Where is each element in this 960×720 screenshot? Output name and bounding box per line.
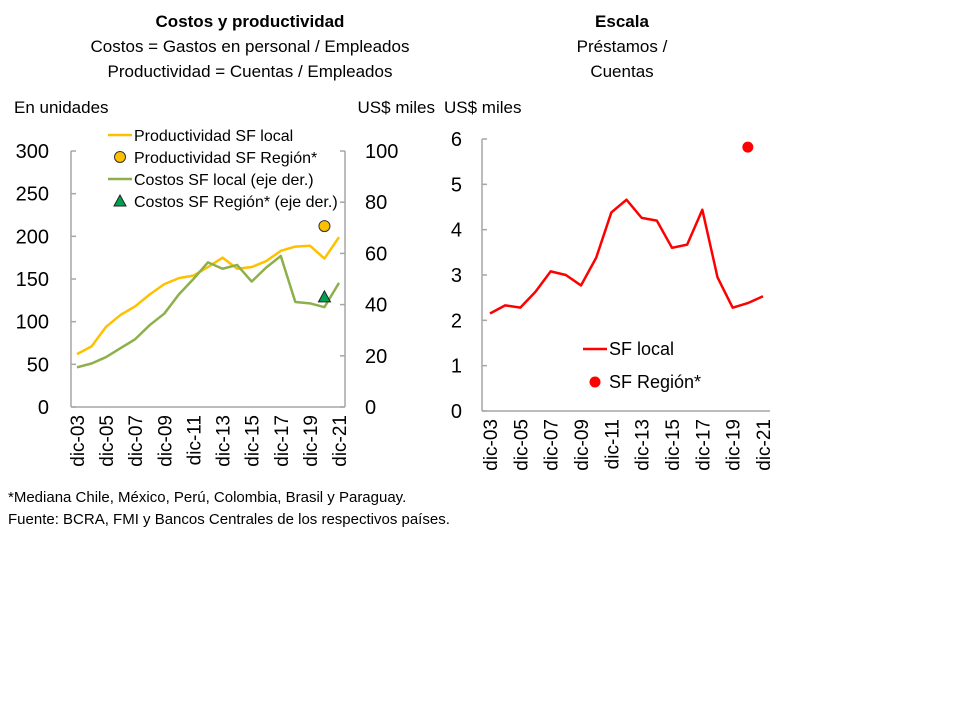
x-tick-label: dic-05 <box>511 419 532 471</box>
legend-label: SF Región* <box>609 372 701 392</box>
y2-tick-label: 0 <box>365 397 376 419</box>
x-tick-label: dic-19 <box>724 419 745 471</box>
y-tick-label: 50 <box>27 354 49 376</box>
y-tick-label: 150 <box>16 269 49 291</box>
legend-label: Productividad SF local <box>134 128 293 145</box>
y-tick-label: 250 <box>16 184 49 206</box>
data-point-marker <box>318 220 331 233</box>
x-tick-label: dic-15 <box>243 415 264 467</box>
series-line-sf-local <box>489 198 764 315</box>
chart-subtitle: Cuentas <box>590 62 653 81</box>
x-tick-label: dic-05 <box>97 415 118 467</box>
y-tick-label: 4 <box>451 220 462 242</box>
x-tick-label: dic-17 <box>693 419 714 471</box>
legend-marker-swatch <box>113 193 127 207</box>
y-axis-label: En unidades <box>14 98 109 117</box>
x-tick-label: dic-15 <box>663 419 684 471</box>
y-tick-label: 0 <box>451 401 462 423</box>
y2-tick-label: 60 <box>365 243 387 265</box>
series-line-costos-sf-local-eje-der- <box>76 254 341 369</box>
legend-label: Costos SF Región* (eje der.) <box>134 194 338 211</box>
chart-subtitle: Costos = Gastos en personal / Empleados <box>91 37 410 56</box>
x-tick-label: dic-07 <box>542 419 563 471</box>
x-tick-label: dic-17 <box>272 415 293 467</box>
x-tick-label: dic-09 <box>572 419 593 471</box>
y-tick-label: 2 <box>451 310 462 332</box>
y-tick-label: 6 <box>451 129 462 151</box>
x-tick-label: dic-21 <box>330 415 351 467</box>
y2-tick-label: 40 <box>365 295 387 317</box>
y-tick-label: 1 <box>451 356 462 378</box>
y-tick-label: 0 <box>38 397 49 419</box>
y2-axis-label: US$ miles <box>358 98 435 117</box>
y-tick-label: 200 <box>16 226 49 248</box>
x-tick-label: dic-09 <box>155 415 176 467</box>
data-point-marker <box>742 141 754 153</box>
x-tick-label: dic-19 <box>301 415 322 467</box>
y-tick-label: 5 <box>451 174 462 196</box>
legend-marker-swatch <box>114 151 126 163</box>
x-tick-label: dic-07 <box>126 415 147 467</box>
x-tick-label: dic-13 <box>633 419 654 471</box>
chart-subtitle: Préstamos / <box>577 37 668 56</box>
x-tick-label: dic-03 <box>68 415 89 467</box>
data-point-marker <box>317 289 332 303</box>
x-tick-label: dic-11 <box>184 415 205 465</box>
x-tick-label: dic-11 <box>602 419 623 469</box>
chart-title: Costos y productividad <box>156 12 345 31</box>
x-tick-label: dic-03 <box>481 419 502 471</box>
legend-label: Productividad SF Región* <box>134 150 317 167</box>
y-tick-label: 100 <box>16 312 49 334</box>
y-tick-label: 300 <box>16 141 49 163</box>
x-tick-label: dic-13 <box>214 415 235 467</box>
chart-subtitle: Productividad = Cuentas / Empleados <box>108 62 393 81</box>
series-line-productividad-sf-local <box>76 236 341 356</box>
y-axis-label: US$ miles <box>444 98 521 117</box>
chart-title: Escala <box>595 12 649 31</box>
x-tick-label: dic-21 <box>754 419 775 471</box>
y2-tick-label: 80 <box>365 192 387 214</box>
footnote: *Mediana Chile, México, Perú, Colombia, … <box>8 489 407 506</box>
y2-tick-label: 100 <box>365 141 398 163</box>
legend-label: SF local <box>609 339 674 359</box>
legend-marker-swatch <box>589 376 601 388</box>
legend-label: Costos SF local (eje der.) <box>134 172 314 189</box>
y-tick-label: 3 <box>451 265 462 287</box>
y2-tick-label: 20 <box>365 346 387 368</box>
source-note: Fuente: BCRA, FMI y Bancos Centrales de … <box>8 511 450 528</box>
